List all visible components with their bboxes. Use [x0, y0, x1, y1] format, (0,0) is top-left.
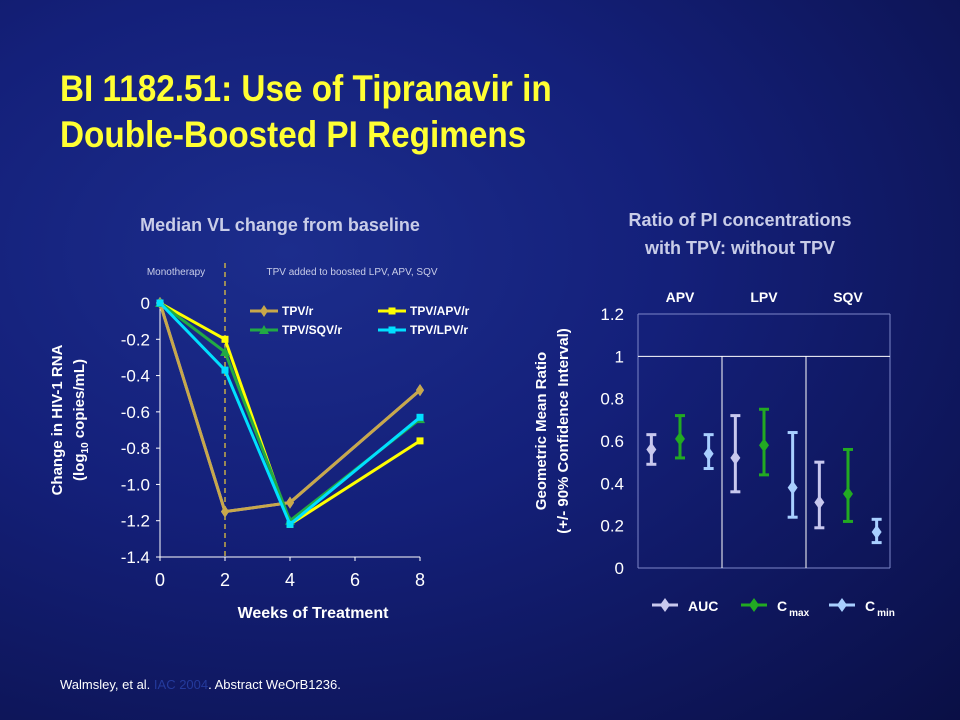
- series-line-tpv-apv-r: [159, 301, 421, 527]
- legend-label: TPV/SQV/r: [282, 323, 342, 337]
- legend-label: TPV/APV/r: [410, 304, 470, 318]
- legend-label: AUC: [688, 598, 718, 614]
- data-point-tpv-r: [416, 384, 424, 397]
- data-point-tpv-apv-r: [221, 335, 229, 343]
- y-axis-label-line-2: (+/- 90% Confidence Interval): [555, 328, 572, 533]
- right-chart-title: Ratio of PI concentrations with TPV: wit…: [560, 206, 920, 262]
- data-point-tpv-sqv-r: [220, 346, 230, 356]
- y-axis-label: Change in HIV-1 RNA (log10 copies/mL): [49, 344, 91, 495]
- phase-label-combination: TPV added to boosted LPV, APV, SQV: [266, 267, 437, 278]
- point-marker-sqv-cmax: [843, 486, 853, 501]
- legend-label-main: C: [865, 598, 875, 614]
- x-tick-label: 4: [285, 570, 295, 590]
- x-tick-label: 6: [350, 570, 360, 590]
- legend-label: TPV/r: [282, 304, 314, 318]
- y-tick-label: -0.8: [121, 439, 150, 458]
- slide-title-line-2: Double-Boosted PI Regimens: [60, 114, 527, 155]
- data-point-tpv-lpv-r: [416, 413, 424, 421]
- legend-label-main: C: [777, 598, 787, 614]
- x-tick-label: 2: [220, 570, 230, 590]
- y-tick-label: 0.6: [600, 432, 624, 451]
- slide-title: BI 1182.51: Use of Tipranavir in Double-…: [60, 66, 834, 158]
- y-axis-label: Geometric Mean Ratio (+/- 90% Confidence …: [533, 328, 572, 533]
- legend-swatch-marker: [388, 307, 396, 315]
- y-axis-label-subscript: 10: [80, 442, 91, 454]
- citation: Walmsley, et al. IAC 2004. Abstract WeOr…: [60, 677, 341, 692]
- y-axis-label-line-2: (log10 copies/mL): [71, 359, 91, 481]
- right-chart-title-line-1: Ratio of PI concentrations: [628, 210, 852, 230]
- slide-title-line-1: BI 1182.51: Use of Tipranavir in: [60, 68, 552, 109]
- y-tick-label: 0.4: [600, 474, 624, 493]
- x-tick-label: 8: [415, 570, 425, 590]
- point-marker-lpv-auc: [730, 450, 741, 465]
- y-tick-label: -1.2: [121, 512, 150, 531]
- group-label-apv: APV: [666, 289, 695, 305]
- point-marker-apv-cmin: [703, 446, 714, 461]
- legend-swatch-marker: [837, 598, 847, 612]
- legend-label-subscript: min: [877, 608, 895, 619]
- legend-swatch-marker: [749, 598, 759, 612]
- y-tick-label: 1: [615, 347, 624, 366]
- point-marker-apv-cmax: [675, 431, 685, 446]
- point-marker-sqv-cmin: [871, 525, 882, 540]
- data-point-tpv-lpv-r: [221, 366, 229, 374]
- y-tick-label: 0.8: [600, 390, 624, 409]
- y-tick-label: 0: [141, 294, 150, 313]
- point-marker-apv-auc: [646, 442, 657, 457]
- phase-label-monotherapy: Monotherapy: [147, 267, 205, 278]
- y-tick-label: 1.2: [600, 305, 624, 324]
- data-point-tpv-apv-r: [416, 437, 424, 445]
- y-tick-label: -0.4: [121, 367, 150, 386]
- data-point-tpv-r: [221, 505, 229, 518]
- y-axis-label-suffix: copies/mL): [71, 359, 88, 442]
- x-axis-label: Weeks of Treatment: [238, 605, 390, 622]
- group-label-lpv: LPV: [750, 289, 778, 305]
- citation-abstract: . Abstract WeOrB1236.: [208, 677, 341, 692]
- point-marker-sqv-auc: [814, 495, 825, 510]
- data-point-tpv-lpv-r: [286, 520, 294, 528]
- point-marker-lpv-cmin: [787, 480, 798, 495]
- legend-label-subscript: max: [789, 608, 809, 619]
- right-chart-title-line-2: with TPV: without TPV: [645, 238, 835, 258]
- y-tick-label: -1.0: [121, 475, 150, 494]
- legend-swatch-marker: [259, 325, 269, 334]
- data-point-tpv-lpv-r: [156, 299, 164, 307]
- citation-conference: IAC 2004: [153, 677, 209, 692]
- y-tick-label: -0.2: [121, 330, 150, 349]
- series-line-tpv-r: [158, 302, 421, 514]
- legend-swatch-marker: [660, 598, 670, 612]
- legend-label: TPV/LPV/r: [410, 323, 468, 337]
- legend-swatch-marker: [388, 326, 396, 334]
- x-tick-label: 0: [155, 570, 165, 590]
- series-line-tpv-lpv-r: [158, 301, 421, 527]
- legend-swatch-marker: [260, 305, 268, 317]
- y-tick-label: -1.4: [121, 548, 150, 567]
- data-point-tpv-r: [286, 496, 294, 509]
- point-marker-lpv-cmax: [759, 438, 769, 453]
- group-label-sqv: SQV: [833, 289, 863, 305]
- y-tick-label: 0: [615, 559, 624, 578]
- legend-label-main: AUC: [688, 598, 718, 614]
- y-axis-label-prefix: (log: [71, 453, 88, 481]
- y-tick-label: 0.2: [600, 517, 624, 536]
- y-tick-label: -0.6: [121, 403, 150, 422]
- citation-authors: Walmsley, et al.: [60, 677, 151, 692]
- y-axis-label-line-1: Geometric Mean Ratio: [533, 352, 550, 510]
- left-chart-title: Median VL change from baseline: [140, 215, 420, 235]
- y-axis-label-line-1: Change in HIV-1 RNA: [49, 344, 66, 495]
